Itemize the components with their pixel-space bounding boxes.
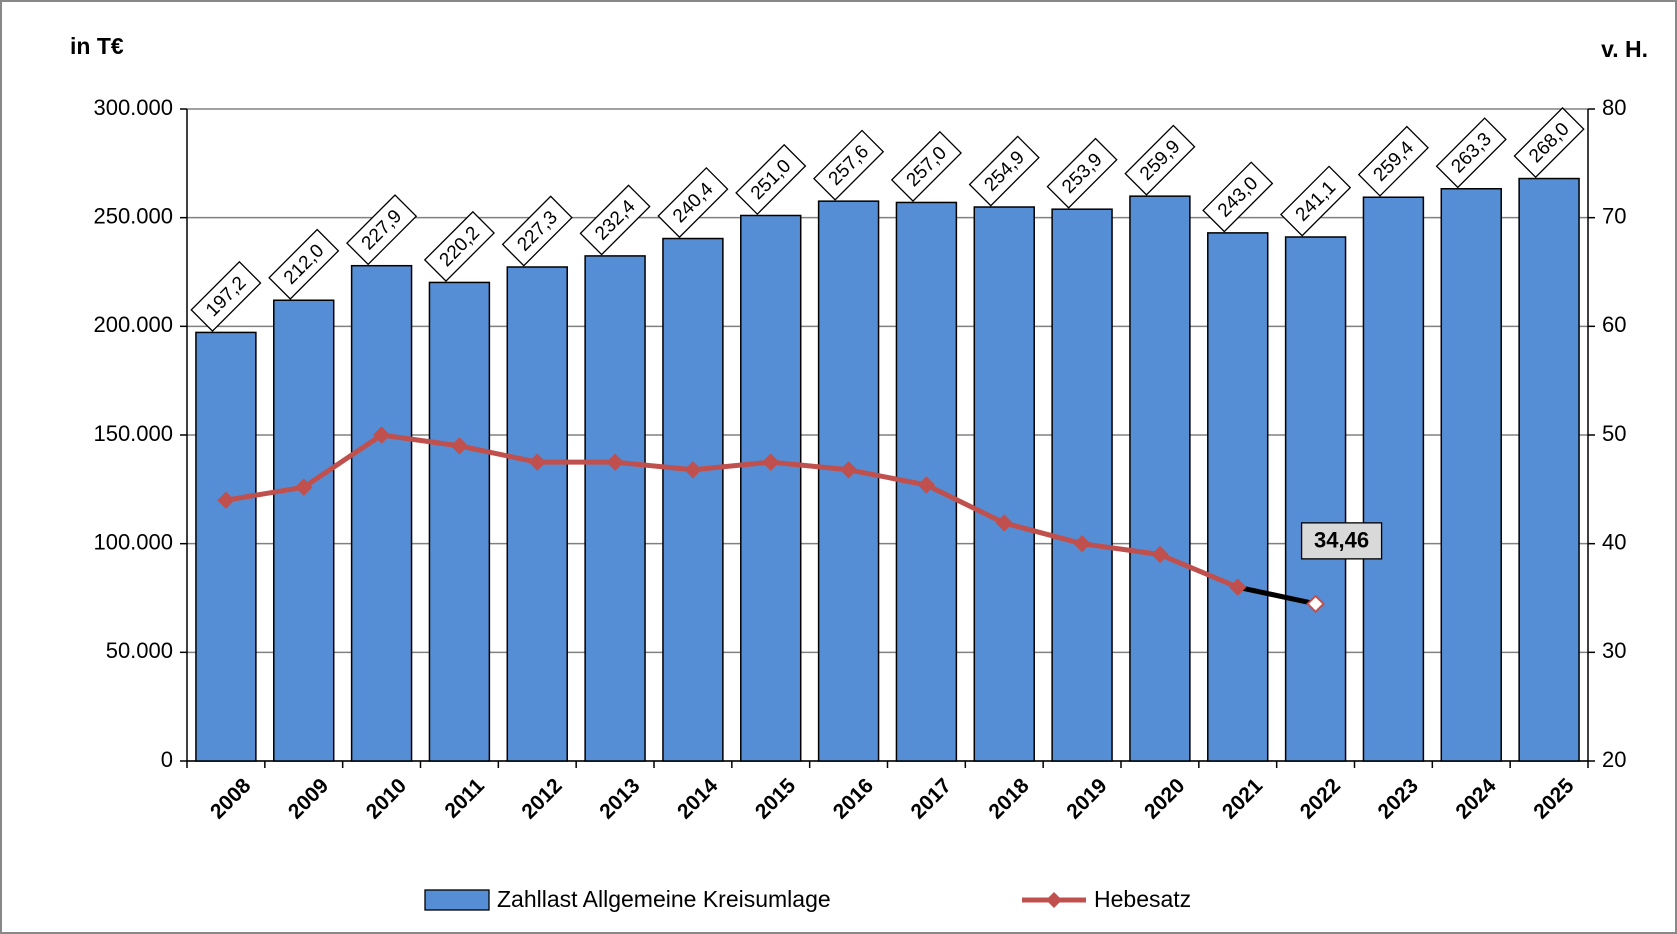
- marker: [528, 453, 546, 471]
- bar: [662, 237, 724, 762]
- legend-marker: [1046, 892, 1062, 908]
- value-label-box: [735, 143, 807, 216]
- marker: [684, 461, 702, 479]
- y2-tick-label: 50: [1602, 421, 1626, 446]
- bar: [584, 255, 646, 762]
- bar: [273, 299, 335, 762]
- value-label: 257,6: [813, 129, 885, 201]
- value-label-box: [1513, 106, 1585, 179]
- y2-tick-label: 60: [1602, 312, 1626, 337]
- bar: [1362, 196, 1425, 762]
- y-tick-label: 300.000: [93, 95, 173, 120]
- marker: [995, 514, 1013, 532]
- bar: [973, 206, 1035, 762]
- value-label-box: [968, 135, 1040, 207]
- value-label-box: [1046, 137, 1118, 209]
- value-label-box: [657, 166, 729, 239]
- marker: [1229, 578, 1247, 596]
- legend-label: Zahllast Allgemeine Kreisumlage: [497, 886, 831, 912]
- y-tick-label: 250.000: [93, 203, 173, 228]
- value-label-box: [268, 228, 340, 300]
- bar: [195, 331, 257, 762]
- bar: [1129, 195, 1191, 762]
- marker: [1306, 594, 1325, 614]
- marker: [917, 476, 936, 494]
- value-label-box: [423, 210, 495, 282]
- value-label-box: [501, 195, 573, 267]
- y-tick-label: 100.000: [93, 529, 173, 554]
- bar: [1518, 177, 1580, 762]
- y2-tick-label: 40: [1602, 529, 1626, 554]
- y-tick-label: 0: [161, 747, 173, 772]
- value-label-box: [1124, 124, 1196, 196]
- value-label-box: [1357, 125, 1429, 197]
- value-label-box: [190, 260, 262, 332]
- y2-tick-label: 70: [1602, 203, 1626, 228]
- line-highlight: [1237, 584, 1317, 607]
- value-label-box: [1435, 117, 1507, 189]
- bar: [817, 200, 880, 762]
- value-label-box: [1300, 522, 1383, 560]
- y-axis-label: in T€: [70, 33, 124, 59]
- bar: [350, 264, 413, 762]
- value-label-box: [1280, 165, 1352, 237]
- y-tick-label: 200.000: [93, 312, 173, 337]
- y2-axis-label: v. H.: [1601, 36, 1648, 62]
- marker: [295, 478, 313, 496]
- bar: [1440, 188, 1502, 762]
- y-tick-label: 150.000: [93, 421, 173, 446]
- value-label-box: [890, 130, 962, 203]
- marker: [839, 461, 858, 479]
- y2-tick-label: 20: [1602, 747, 1626, 772]
- value-label-text: 34,46: [1314, 528, 1369, 553]
- legend-swatch: [424, 889, 490, 911]
- value-label-box: [346, 194, 418, 266]
- marker: [1073, 534, 1091, 553]
- bar: [506, 266, 568, 762]
- marker: [606, 453, 624, 471]
- bar: [740, 214, 802, 762]
- bar: [1207, 232, 1269, 762]
- y2-tick-label: 30: [1602, 638, 1626, 663]
- y2-tick-label: 80: [1602, 95, 1626, 120]
- marker: [217, 491, 235, 509]
- bar: [1284, 236, 1347, 762]
- marker: [450, 437, 469, 455]
- value-label-box: [1202, 161, 1274, 233]
- marker: [372, 426, 391, 444]
- value-label-box: [813, 129, 885, 201]
- marker: [1151, 545, 1169, 564]
- value-label-box: [579, 184, 651, 256]
- bar: [1051, 208, 1113, 762]
- marker: [762, 453, 780, 471]
- legend-label: Hebesatz: [1094, 886, 1191, 912]
- bar: [428, 281, 491, 762]
- y-tick-label: 50.000: [106, 638, 173, 663]
